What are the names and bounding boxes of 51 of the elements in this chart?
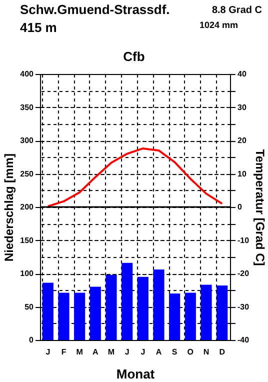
y2-axis-title: Temperatur [Grad C]	[253, 149, 268, 266]
bar	[74, 292, 86, 340]
chart-subtitle: 415 m	[20, 20, 57, 35]
x-axis-title: Monat	[116, 366, 156, 382]
bar	[153, 270, 164, 340]
x-tick-label: S	[172, 348, 178, 356]
x-tick-label: J	[124, 348, 130, 356]
y2-tick-label: -40	[238, 336, 250, 344]
line-series	[46, 147, 224, 208]
bar	[137, 276, 148, 340]
x-tick-label: A	[92, 348, 99, 356]
y-axis-title: Niederschlag [mm]	[2, 153, 16, 262]
y2-tick-label: -10	[238, 236, 250, 245]
y-tick-label: 400	[20, 70, 34, 78]
bar	[200, 284, 212, 340]
bar	[42, 282, 54, 340]
bar	[122, 262, 133, 340]
y2-tick-label: 40	[238, 70, 247, 78]
y-tick-label: 100	[20, 269, 34, 278]
y-tick-label: 350	[20, 102, 34, 112]
x-tick-label: A	[156, 348, 162, 356]
bar	[90, 286, 101, 340]
y2-tick-label: 0	[238, 202, 242, 212]
text: 8.8 Grad C	[212, 5, 262, 16]
y2-tick-label: 10	[238, 169, 247, 178]
y-tick-label: 0	[29, 336, 34, 344]
x-tick-label: M	[76, 348, 84, 356]
y2-tick-label: -20	[238, 269, 250, 278]
x-tick-label: J	[46, 348, 50, 356]
text: 1024 mm	[199, 20, 238, 30]
y-tick-label: 200	[20, 202, 34, 212]
x-tick-label: J	[140, 348, 146, 356]
chart-title: Schw.Gmuend-Strassdf.	[20, 2, 170, 17]
bar	[216, 285, 228, 340]
y2-tick-label: -30	[238, 302, 250, 312]
x-tick-label: M	[108, 348, 115, 356]
y-tick-label: 300	[20, 136, 34, 145]
x-tick-label: F	[61, 348, 66, 356]
x-tick-label: D	[219, 348, 226, 356]
text: Cfb	[123, 49, 145, 64]
y-tick-label: 150	[20, 236, 34, 245]
y2-tick-label: 30	[238, 102, 247, 112]
bar	[169, 293, 180, 340]
x-tick-label: N	[203, 348, 210, 356]
y-tick-label: 50	[24, 302, 34, 312]
bar	[58, 292, 70, 340]
bar	[184, 292, 196, 340]
y-tick-label: 250	[20, 169, 34, 178]
bar	[106, 274, 117, 340]
y2-tick-label: 20	[238, 136, 247, 145]
x-tick-label: O	[187, 348, 194, 356]
